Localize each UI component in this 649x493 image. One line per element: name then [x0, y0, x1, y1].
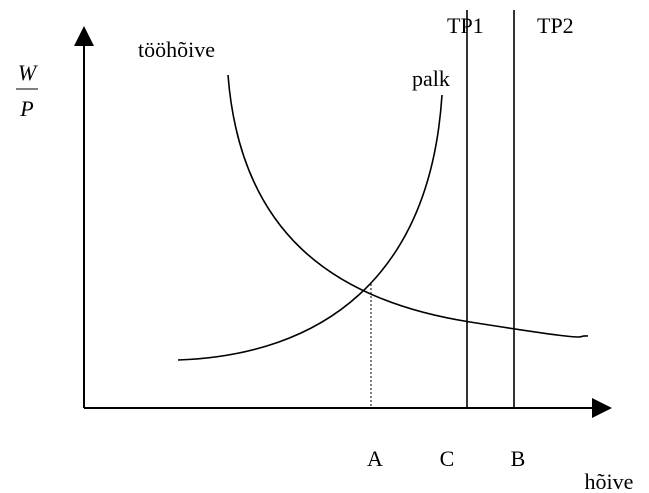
- curve-label: tööhõive: [138, 37, 215, 62]
- point-label: A: [367, 446, 383, 471]
- y-arrow: [74, 26, 94, 46]
- line-label: TP2: [537, 13, 574, 38]
- labor-demand-curve: [227, 74, 589, 338]
- y-label-denominator: P: [19, 96, 33, 121]
- point-label: C: [440, 446, 455, 471]
- y-label-numerator: W: [18, 60, 38, 85]
- curve-label: palk: [412, 66, 450, 91]
- wage-curve: [177, 94, 443, 361]
- line-label: TP1: [447, 13, 484, 38]
- x-arrow: [592, 398, 612, 418]
- x-label: hõive: [585, 469, 634, 493]
- point-label: B: [511, 446, 526, 471]
